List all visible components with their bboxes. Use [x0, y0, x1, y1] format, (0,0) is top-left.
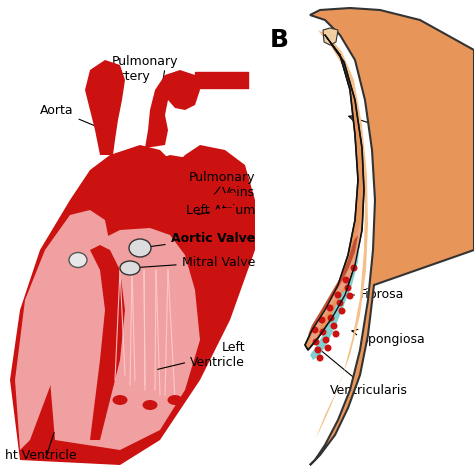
- Circle shape: [319, 328, 327, 336]
- Text: B: B: [270, 28, 289, 52]
- Text: Left Atrium: Left Atrium: [186, 203, 255, 217]
- Circle shape: [311, 327, 319, 334]
- Text: Pulmonary
Artery: Pulmonary Artery: [112, 55, 179, 83]
- Text: Fibrosa: Fibrosa: [342, 289, 404, 301]
- Ellipse shape: [69, 253, 87, 267]
- Polygon shape: [210, 222, 235, 233]
- Circle shape: [312, 338, 319, 346]
- Text: Pulmonary
Veins: Pulmonary Veins: [189, 171, 255, 199]
- Polygon shape: [310, 240, 360, 360]
- Polygon shape: [90, 245, 125, 440]
- Ellipse shape: [112, 395, 128, 405]
- Ellipse shape: [120, 261, 140, 275]
- Polygon shape: [305, 35, 364, 350]
- Circle shape: [345, 284, 352, 292]
- Circle shape: [327, 304, 334, 311]
- Circle shape: [328, 315, 335, 321]
- Ellipse shape: [129, 239, 151, 257]
- Text: Ventricularis: Ventricularis: [320, 350, 408, 396]
- Text: Free Edge: Free Edge: [349, 115, 452, 146]
- Polygon shape: [15, 210, 110, 450]
- Text: Left
Ventricle: Left Ventricle: [158, 341, 245, 369]
- Text: Spongiosa: Spongiosa: [352, 329, 425, 346]
- Polygon shape: [210, 192, 235, 203]
- Circle shape: [338, 308, 346, 315]
- Polygon shape: [10, 145, 255, 465]
- Circle shape: [346, 292, 354, 300]
- Polygon shape: [310, 215, 362, 345]
- Polygon shape: [210, 207, 235, 218]
- Text: ht Ventricle: ht Ventricle: [5, 449, 77, 462]
- Circle shape: [325, 345, 331, 352]
- Polygon shape: [145, 155, 220, 235]
- Circle shape: [337, 300, 344, 307]
- Ellipse shape: [143, 400, 157, 410]
- Polygon shape: [308, 235, 358, 335]
- Text: Commisure: Commisure: [333, 18, 410, 32]
- Polygon shape: [50, 228, 200, 450]
- Circle shape: [330, 322, 337, 329]
- Circle shape: [317, 355, 323, 362]
- Ellipse shape: [167, 395, 182, 405]
- Text: Aorta: Aorta: [40, 103, 102, 129]
- Circle shape: [335, 292, 341, 299]
- Circle shape: [315, 346, 321, 354]
- Circle shape: [322, 337, 329, 344]
- Circle shape: [332, 330, 339, 337]
- Text: Mitral Valve: Mitral Valve: [133, 255, 255, 268]
- Circle shape: [319, 317, 326, 323]
- Polygon shape: [316, 30, 368, 438]
- Polygon shape: [310, 8, 474, 465]
- Polygon shape: [145, 70, 200, 148]
- Polygon shape: [85, 60, 125, 155]
- Circle shape: [350, 264, 357, 272]
- Text: Aortic Valve: Aortic Valve: [143, 231, 255, 247]
- Polygon shape: [323, 28, 338, 45]
- Circle shape: [343, 276, 349, 283]
